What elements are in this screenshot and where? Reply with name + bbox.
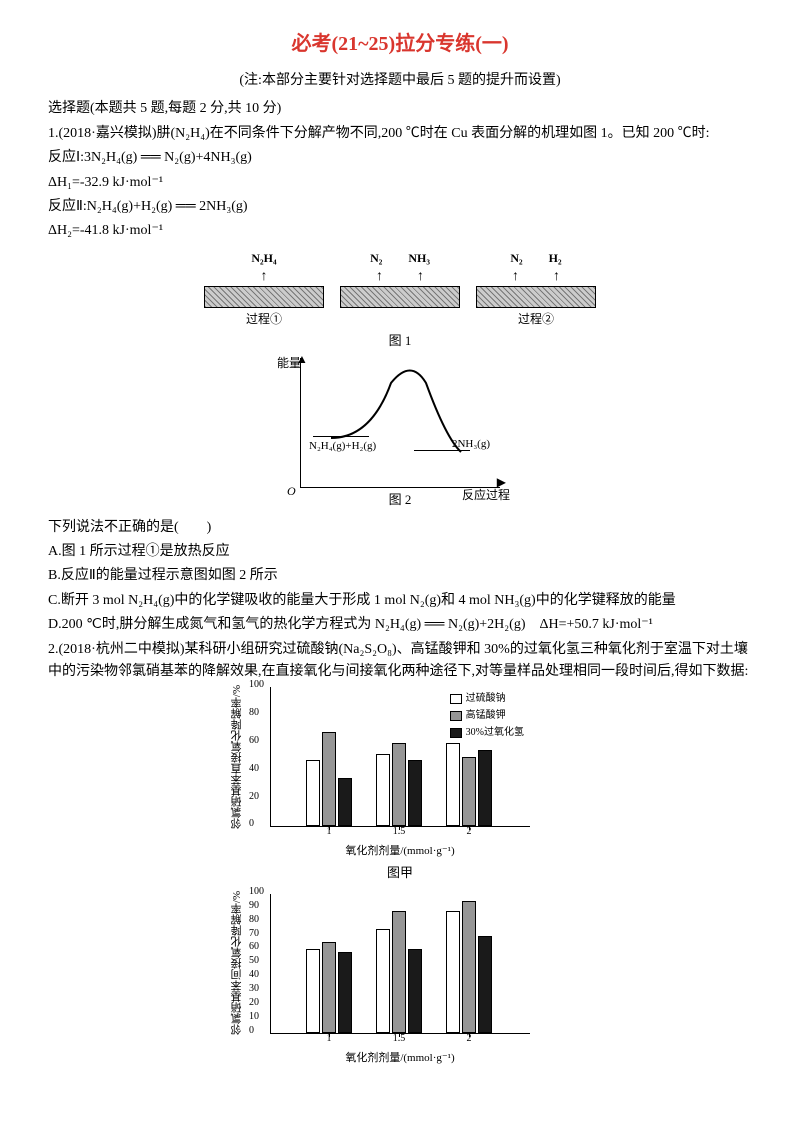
bar [478, 936, 492, 1033]
energy-curve-icon [311, 368, 491, 478]
bar [306, 949, 320, 1032]
legend-b: 高锰酸钾 [466, 708, 506, 724]
legend-c: 30%过氧化氢 [466, 725, 524, 741]
fig2-right-species: 2NH₃(g) [452, 436, 490, 454]
q1-optD: D.200 ℃时,肼分解生成氮气和氢气的热化学方程式为 N₂H₄(g) ══ N… [48, 614, 752, 636]
chart-jia-ylabel: 邻氯硝基苯直接氧化降解率/% [229, 685, 247, 829]
bar [408, 949, 422, 1032]
bar [446, 911, 460, 1033]
fig2-left-species: N₂H₄(g)+H₂(g) [309, 438, 376, 456]
fig1-panel-3: N₂ H₂ ↑ ↑ 过程② [476, 249, 596, 329]
section-heading: 选择题(本题共 5 题,每题 2 分,共 10 分) [48, 98, 752, 120]
bar [478, 750, 492, 826]
legend-swatch-icon [450, 711, 462, 721]
figure-1: N₂H₄ ↑ 过程① N₂ NH₃ ↑ ↑ N₂ H₂ ↑ ↑ [48, 249, 752, 352]
ytick: 40 [249, 761, 259, 777]
bar [306, 760, 320, 827]
bar [462, 901, 476, 1033]
up-arrow-icon: ↑ [417, 270, 424, 284]
q1-dh2: ΔH₂=-41.8 kJ·mol⁻¹ [48, 220, 752, 242]
bar [462, 757, 476, 827]
figure-2: ▲ ▶ 能量 反应过程 O N₂H₄(g)+H₂(g) 2NH₃(g) 图 2 [48, 358, 752, 511]
bar-group [446, 743, 492, 826]
q1-rxn1: 反应Ⅰ:3N₂H₄(g) ══ N₂(g)+4NH₃(g) [48, 147, 752, 169]
fig1-p3-lbl2: H₂ [549, 249, 562, 268]
fig1-panel-2: N₂ NH₃ ↑ ↑ [340, 249, 460, 329]
fig1-p2-lbl1: N₂ [370, 249, 382, 268]
bar [376, 929, 390, 1033]
ytick: 60 [249, 733, 259, 749]
ytick: 30 [249, 981, 259, 997]
legend-swatch-icon [450, 728, 462, 738]
q2-stem: 2.(2018·杭州二中模拟)某科研小组研究过硫酸钠(Na₂S₂O₈)、高锰酸钾… [48, 639, 752, 684]
bar [408, 760, 422, 827]
fig1-p1-cap: 过程① [246, 310, 282, 329]
surface-slab [476, 286, 596, 308]
q1-optB: B.反应Ⅱ的能量过程示意图如图 2 所示 [48, 565, 752, 587]
fig2-xlabel: 反应过程 [462, 486, 510, 505]
ytick: 0 [249, 1023, 254, 1039]
q1-prompt: 下列说法不正确的是( ) [48, 517, 752, 539]
bar [322, 732, 336, 827]
surface-slab [340, 286, 460, 308]
chart-yi-xlabel: 氧化剂剂量/(mmol·g⁻¹) [270, 1050, 530, 1068]
bar [338, 778, 352, 827]
surface-slab [204, 286, 324, 308]
up-arrow-icon: ↑ [376, 270, 383, 284]
ytick: 70 [249, 926, 259, 942]
bar-group [376, 911, 422, 1033]
bar-group [446, 901, 492, 1033]
bar [446, 743, 460, 826]
chart-legend: 过硫酸钠 高锰酸钾 30%过氧化氢 [450, 691, 524, 742]
q1-rxn2: 反应Ⅱ:N₂H₄(g)+H₂(g) ══ 2NH₃(g) [48, 196, 752, 218]
ytick: 0 [249, 816, 254, 832]
fig1-p3-lbl1: N₂ [510, 249, 522, 268]
legend-swatch-icon [450, 694, 462, 704]
legend-a: 过硫酸钠 [466, 691, 506, 707]
bar [376, 754, 390, 826]
fig1-panel-1: N₂H₄ ↑ 过程① [204, 249, 324, 329]
bar [392, 743, 406, 826]
fig2-origin: O [287, 482, 296, 501]
q1-stem: 1.(2018·嘉兴模拟)肼(N₂H₄)在不同条件下分解产物不同,200 ℃时在… [48, 123, 752, 145]
ytick: 80 [249, 705, 259, 721]
up-arrow-icon: ↑ [553, 270, 560, 284]
fig1-label: 图 1 [48, 331, 752, 352]
bar-group [306, 942, 352, 1032]
fig1-p2-lbl2: NH₃ [408, 249, 430, 268]
fig2-ylabel: 能量 [277, 354, 301, 373]
fig1-p1-lbl: N₂H₄ [251, 249, 276, 268]
ytick: 20 [249, 789, 259, 805]
chart-yi: 邻氯硝基苯间接氧化降解率/% 010203040506070809010011.… [270, 894, 530, 1068]
bar-group [376, 743, 422, 826]
q1-optC: C.断开 3 mol N₂H₄(g)中的化学键吸收的能量大于形成 1 mol N… [48, 590, 752, 612]
ytick: 60 [249, 939, 259, 955]
ytick: 10 [249, 1009, 259, 1025]
ytick: 50 [249, 953, 259, 969]
chart-jia: 邻氯硝基苯直接氧化降解率/% 过硫酸钠 高锰酸钾 30%过氧化氢 0204060… [270, 687, 530, 883]
fig1-p3-cap: 过程② [518, 310, 554, 329]
page-title: 必考(21~25)拉分专练(一) [48, 28, 752, 60]
chart-jia-label: 图甲 [270, 863, 530, 884]
chart-yi-ylabel: 邻氯硝基苯间接氧化降解率/% [229, 891, 247, 1035]
q1-optA: A.图 1 所示过程①是放热反应 [48, 541, 752, 563]
ytick: 90 [249, 898, 259, 914]
ytick: 100 [249, 884, 264, 900]
bar [338, 952, 352, 1033]
up-arrow-icon: ↑ [261, 270, 268, 284]
ytick: 80 [249, 912, 259, 928]
ytick: 100 [249, 677, 264, 693]
bar-group [306, 732, 352, 827]
bar [322, 942, 336, 1032]
chart-jia-xlabel: 氧化剂剂量/(mmol·g⁻¹) [270, 843, 530, 861]
page-subtitle: (注:本部分主要针对选择题中最后 5 题的提升而设置) [48, 70, 752, 92]
q1-dh1: ΔH₁=-32.9 kJ·mol⁻¹ [48, 172, 752, 194]
ytick: 20 [249, 995, 259, 1011]
ytick: 40 [249, 967, 259, 983]
bar [392, 911, 406, 1033]
fig2-label: 图 2 [48, 490, 752, 511]
up-arrow-icon: ↑ [512, 270, 519, 284]
